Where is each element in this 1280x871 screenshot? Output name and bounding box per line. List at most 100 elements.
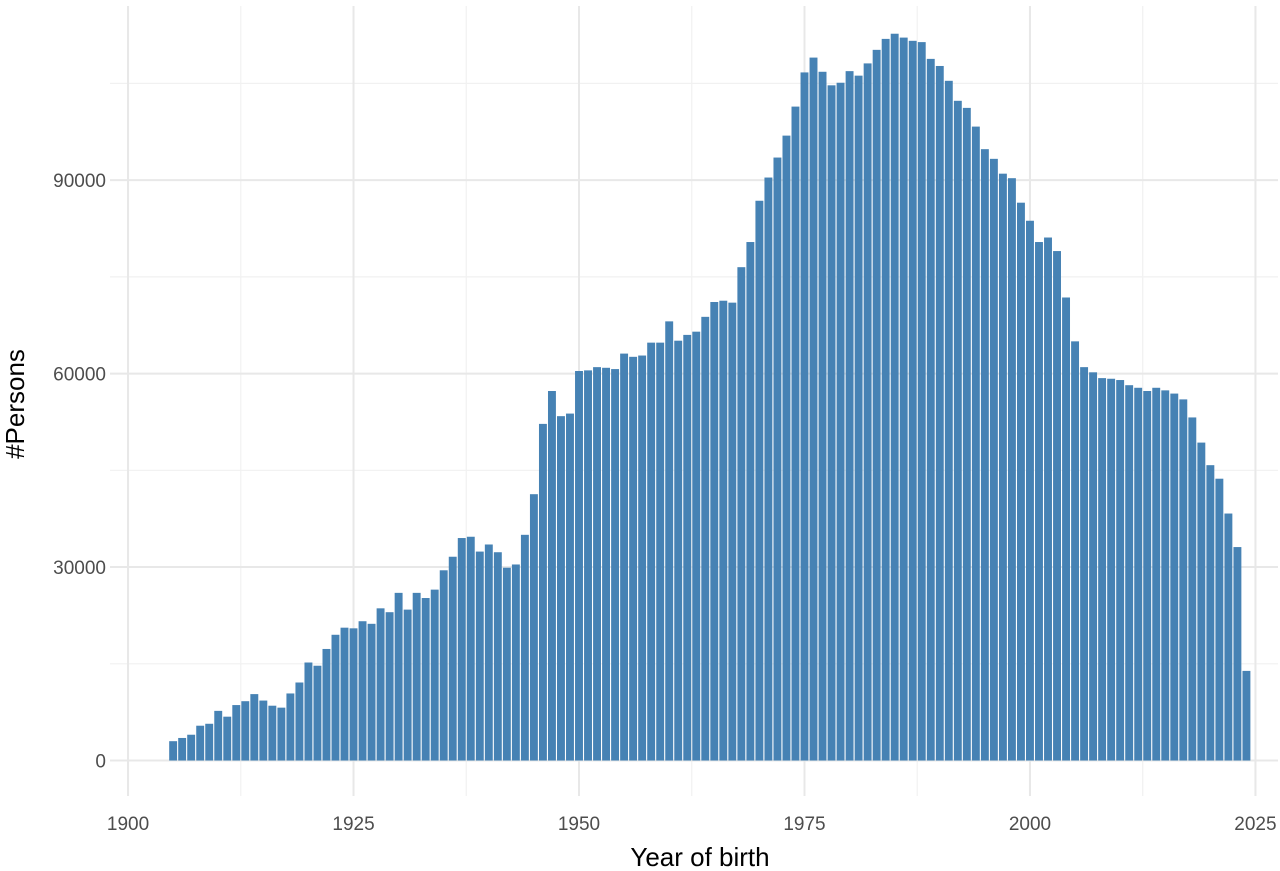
bar-1936 [448,556,457,761]
bar-1928 [376,608,385,761]
x-tick-label: 2025 [1234,814,1276,835]
bar-1914 [250,694,259,761]
bar-2006 [1080,367,1089,761]
bar-1910 [214,710,223,761]
bar-1943 [511,564,520,761]
bar-1919 [295,682,304,761]
bar-2009 [1107,378,1116,761]
bar-1989 [926,58,935,761]
bar-1944 [520,534,529,761]
bar-1960 [665,321,674,761]
bar-1993 [962,107,971,761]
bar-1924 [340,627,349,761]
bar-1911 [223,716,232,761]
bar-2020 [1206,465,1215,761]
bar-1961 [674,340,683,761]
x-tick-label: 1950 [558,814,600,835]
bar-2010 [1116,380,1125,761]
bar-2008 [1098,378,1107,761]
bar-1908 [196,725,205,761]
bar-1935 [439,570,448,761]
bar-1973 [782,135,791,761]
x-tick-label: 1925 [332,814,374,835]
bar-1959 [656,342,665,761]
bar-2003 [1053,251,1061,761]
bar-1929 [385,612,394,761]
bar-1947 [547,391,556,761]
bars [169,33,1251,761]
bar-1909 [205,723,214,761]
bar-1964 [701,316,710,761]
bar-2002 [1044,237,1052,761]
y-tick-label: 0 [95,752,106,773]
bar-2014 [1152,387,1161,761]
bar-1965 [710,302,719,761]
bar-1996 [989,158,998,761]
bar-1925 [349,628,358,761]
bar-1990 [935,65,944,761]
bar-1949 [566,413,574,761]
bar-1907 [187,734,196,761]
bar-2000 [1026,220,1034,761]
bar-1972 [773,157,782,761]
bar-1995 [980,149,989,761]
bar-1992 [953,100,962,761]
bar-1984 [881,38,890,761]
bar-1980 [845,71,854,761]
bar-1939 [475,551,484,761]
bar-1983 [872,49,881,761]
bar-1942 [502,567,511,761]
bar-1917 [277,707,286,761]
bar-1953 [602,367,611,761]
bar-1934 [430,589,439,761]
bar-1962 [683,334,692,761]
y-axis-tick-labels: 0 30000 60000 90000 [53,171,106,772]
x-tick-label: 2000 [1009,814,1051,835]
bar-1987 [908,40,917,761]
bar-1922 [322,648,331,761]
x-tick-label: 1900 [107,814,149,835]
bar-1976 [809,57,818,761]
bar-1906 [178,737,187,761]
bar-1956 [629,356,638,761]
bar-2016 [1170,393,1179,761]
bar-1950 [575,371,583,761]
bar-1985 [890,33,899,761]
bar-1933 [421,598,430,761]
bar-1952 [593,367,601,761]
bar-1930 [394,592,403,761]
bar-1912 [232,705,241,761]
bar-2022 [1224,513,1233,761]
bar-1932 [412,592,421,761]
bar-2019 [1197,442,1206,761]
bar-1991 [944,80,953,761]
bar-2005 [1071,341,1080,761]
bar-1955 [620,353,629,761]
bar-1948 [557,416,565,761]
bar-1999 [1016,202,1025,761]
bar-2015 [1161,390,1170,761]
bar-1974 [791,106,800,761]
bar-1941 [493,552,502,761]
bar-1981 [854,75,863,761]
bar-1982 [863,63,872,761]
bar-2012 [1134,387,1143,761]
bar-2018 [1188,417,1197,761]
bar-1970 [755,200,764,761]
bar-1931 [403,609,412,761]
bar-1951 [584,370,592,761]
bar-2001 [1035,242,1043,761]
bar-1966 [719,300,728,761]
bar-1968 [737,267,746,761]
y-tick-label: 90000 [53,171,106,192]
bar-1926 [358,621,367,761]
bar-2004 [1062,297,1071,761]
bar-2013 [1143,391,1152,761]
y-axis-title: #Persons [0,349,30,459]
bar-1986 [899,37,908,761]
y-tick-label: 30000 [53,558,106,579]
bar-1945 [529,494,538,761]
x-axis-title: Year of birth [630,842,769,871]
bar-1954 [611,369,620,761]
